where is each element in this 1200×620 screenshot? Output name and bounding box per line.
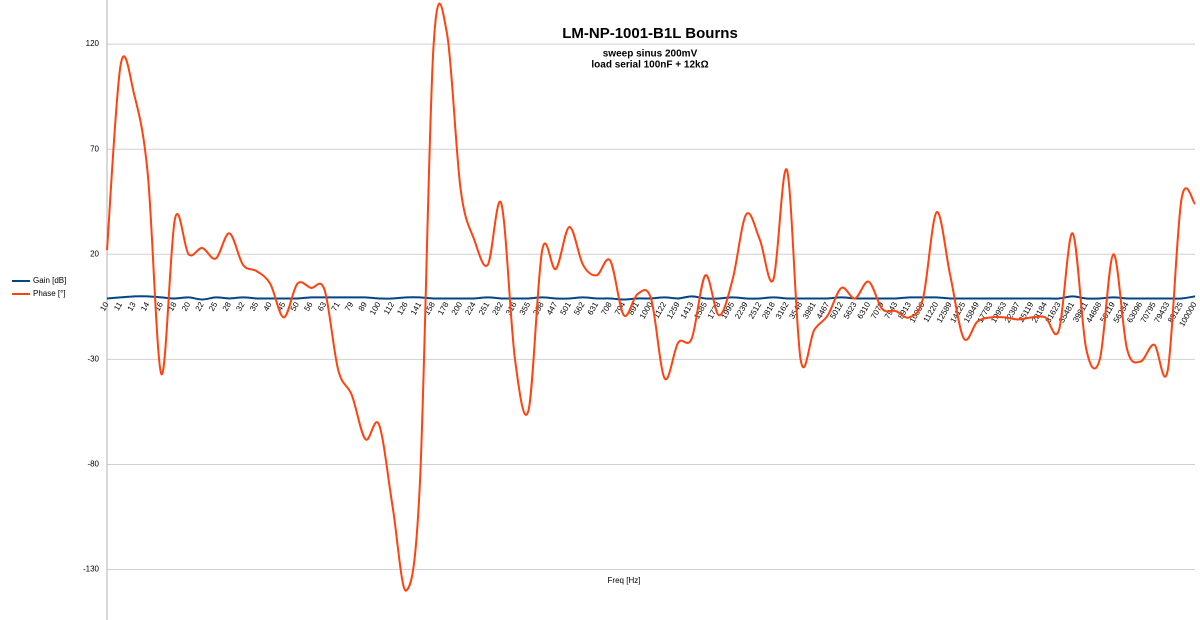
y-tick-label: 120 (86, 39, 100, 48)
x-tick-label: 56 (302, 300, 315, 313)
x-tick-label: 631 (586, 300, 601, 317)
x-tick-label: 20 (180, 300, 193, 313)
x-tick-label: 89 (357, 300, 370, 313)
x-tick-label: 251 (477, 300, 492, 317)
y-tick-label: -30 (87, 354, 99, 363)
x-tick-label: 355 (518, 300, 533, 317)
x-tick-label: 40 (262, 300, 275, 313)
x-tick-label: 22 (194, 300, 207, 313)
x-tick-label: 28 (221, 300, 234, 313)
line-series (106, 2, 1196, 592)
x-tick-label: 178 (436, 300, 451, 317)
x-tick-label: 71 (330, 300, 343, 313)
y-tick-label: -130 (83, 565, 100, 574)
x-tick-label: 447 (545, 300, 560, 317)
y-tick-label: -80 (87, 460, 99, 469)
x-tick-label: 282 (490, 300, 505, 317)
x-tick-label: 100 (368, 300, 383, 317)
legend-label: Phase [°] (33, 289, 66, 298)
chart-subtitle: load serial 100nF + 12kΩ (591, 60, 708, 71)
y-tick-label: 70 (90, 144, 99, 153)
x-tick-label: 25 (207, 300, 220, 313)
chart-subtitle: sweep sinus 200mV (603, 49, 698, 60)
x-tick-label: 200 (450, 300, 465, 317)
x-tick-label: 562 (572, 300, 587, 317)
x-tick-label: 14 (139, 300, 152, 313)
x-tick-label: 112 (382, 300, 396, 316)
y-tick-label: 20 (90, 249, 99, 258)
x-tick-label: 501 (558, 300, 573, 317)
x-tick-label: 11 (112, 300, 124, 312)
x-tick-label: 126 (395, 300, 410, 317)
x-tick-label: 224 (463, 300, 478, 317)
x-tick-label: 35 (248, 300, 261, 313)
x-tick-label: 10 (98, 300, 111, 313)
x-tick-label: 141 (409, 300, 424, 317)
x-tick-label: 708 (599, 300, 614, 317)
x-axis-label: Freq [Hz] (608, 576, 641, 585)
x-tick-label: 79 (343, 300, 356, 313)
x-tick-label: 398 (531, 300, 546, 317)
chart-title: LM-NP-1001-B1L Bourns (562, 25, 738, 42)
x-tick-label: 13 (126, 300, 139, 313)
legend-label: Gain [dB] (33, 276, 66, 285)
x-tick-label: 32 (234, 300, 247, 313)
